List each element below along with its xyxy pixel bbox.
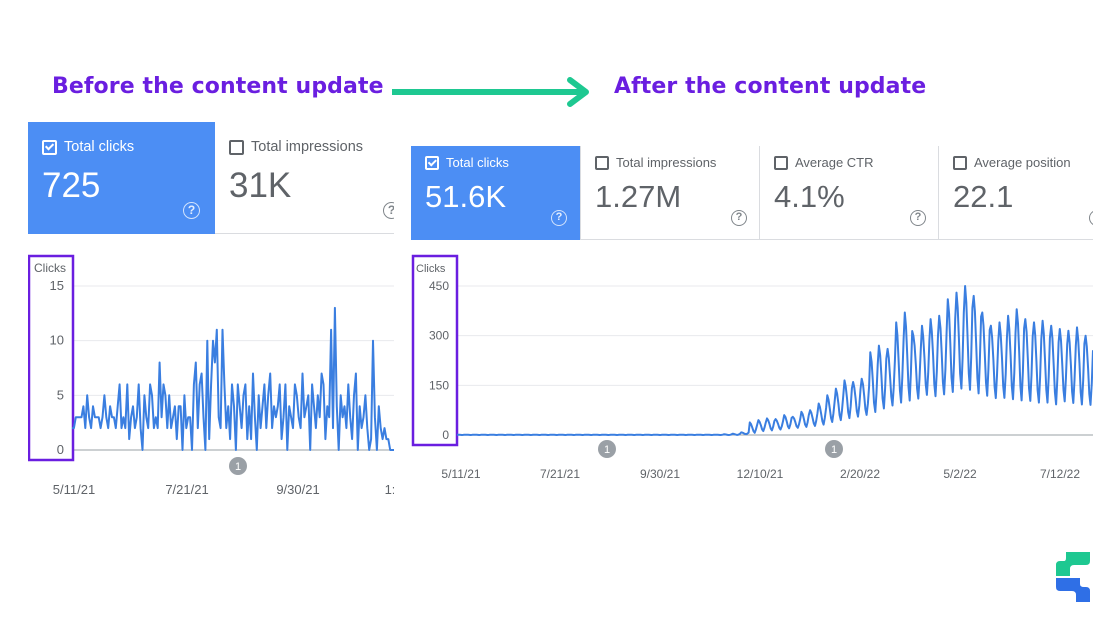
y-axis-highlight-box (411, 254, 459, 447)
before-performance-panel: Total clicks 725 ? Total impressions 31K… (28, 122, 394, 502)
y-axis-label: Clicks (416, 263, 446, 275)
metric-label: Total impressions (595, 155, 716, 170)
help-icon[interactable]: ? (383, 202, 394, 219)
help-icon[interactable]: ? (910, 210, 926, 226)
help-icon[interactable]: ? (551, 210, 567, 226)
checkbox-checked-icon[interactable] (42, 139, 57, 155)
metric-value: 31K (229, 166, 292, 205)
metric-value: 4.1% (774, 179, 845, 214)
y-tick-label: 450 (429, 279, 449, 293)
metric-tile-average-position[interactable]: Average position 22.1 ? (938, 146, 1093, 240)
metric-label: Total clicks (425, 155, 509, 170)
x-tick-label: 9/30/21 (640, 467, 680, 481)
x-tick-label: 5/2/22 (943, 467, 977, 481)
metric-label-text: Total impressions (251, 139, 364, 155)
metric-tile-total-impressions[interactable]: Total impressions 1.27M ? (580, 146, 759, 240)
help-icon[interactable]: ? (1089, 210, 1093, 226)
metric-tile-average-ctr[interactable]: Average CTR 4.1% ? (759, 146, 938, 240)
x-tick-label: 7/12/22 (1040, 467, 1080, 481)
y-tick-label: 0 (442, 428, 449, 442)
annotation-marker (825, 440, 843, 458)
y-tick-label: 15 (50, 278, 64, 293)
x-tick-label: 7/21/21 (540, 467, 580, 481)
x-tick-label: 12/10/21 (737, 467, 784, 481)
metric-tile-total-impressions[interactable]: Total impressions 31K ? (215, 122, 394, 234)
metric-tile-total-clicks[interactable]: Total clicks 725 ? (28, 122, 215, 234)
annotation-marker-label: 1 (831, 444, 837, 456)
checkbox-unchecked-icon[interactable] (774, 155, 788, 170)
y-axis-highlight-box (28, 254, 75, 462)
metric-label-text: Average position (974, 155, 1071, 170)
help-icon[interactable]: ? (183, 202, 200, 219)
y-tick-label: 0 (57, 442, 64, 457)
metric-label-text: Total impressions (616, 155, 717, 170)
clicks-series-line (457, 285, 1093, 436)
x-tick-label: 9/30/21 (276, 482, 319, 497)
x-tick-label: 5/11/21 (441, 467, 480, 481)
metric-value: 725 (42, 166, 101, 205)
metric-label: Average CTR (774, 155, 874, 170)
y-tick-label: 150 (429, 378, 449, 392)
clicks-series-line (72, 306, 394, 451)
y-axis-label: Clicks (34, 261, 66, 275)
metric-value: 1.27M (595, 179, 682, 214)
x-tick-label: 2/20/22 (840, 467, 880, 481)
annotation-marker-label: 1 (235, 461, 241, 473)
metric-label: Total clicks (42, 139, 134, 155)
metric-value: 22.1 (953, 179, 1014, 214)
y-tick-label: 10 (50, 333, 64, 348)
annotation-marker-label: 1 (604, 444, 610, 456)
checkbox-unchecked-icon[interactable] (229, 139, 244, 155)
annotation-marker (598, 440, 616, 458)
annotation-marker (229, 457, 247, 475)
metric-tile-total-clicks[interactable]: Total clicks 51.6K ? (411, 146, 580, 240)
metric-label: Total impressions (229, 139, 363, 155)
metric-label-text: Total clicks (64, 139, 135, 155)
help-icon[interactable]: ? (731, 210, 747, 226)
metric-label-text: Total clicks (446, 155, 509, 170)
brand-logo-icon (1056, 552, 1090, 602)
x-tick-label: 5/11/21 (53, 482, 95, 497)
metric-value: 51.6K (425, 179, 507, 214)
arrow-right-icon (392, 77, 589, 107)
y-tick-label: 5 (57, 387, 64, 402)
before-clicks-chart: 0 5 10 15 Clicks 5/11/21 7/21/21 9/30/21 1: 1 (28, 254, 394, 497)
after-heading: After the content update (614, 74, 927, 99)
checkbox-unchecked-icon[interactable] (595, 155, 609, 170)
y-tick-label: 300 (429, 329, 449, 343)
metric-label: Average position (953, 155, 1071, 170)
before-heading: Before the content update (52, 74, 384, 99)
x-tick-label: 1: (385, 482, 394, 497)
checkbox-checked-icon[interactable] (425, 155, 439, 170)
metric-label-text: Average CTR (795, 155, 874, 170)
x-tick-label: 7/21/21 (165, 482, 208, 497)
checkbox-unchecked-icon[interactable] (953, 155, 967, 170)
after-performance-panel: Total clicks 51.6K ? Total impressions 1… (411, 146, 1093, 486)
